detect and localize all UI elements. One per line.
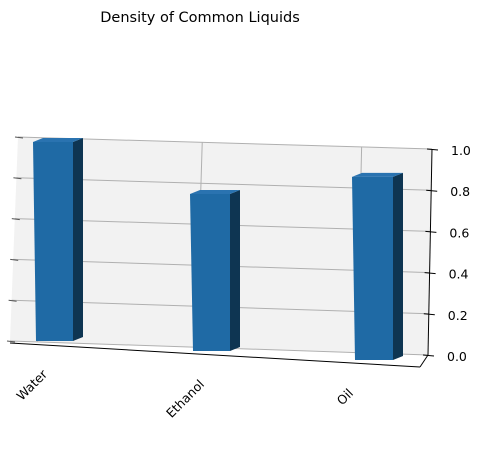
z-tick-label-2: 0.4 bbox=[449, 267, 469, 282]
bar-top-1 bbox=[190, 189, 240, 194]
z-tick-2 bbox=[424, 272, 436, 275]
bar-oil bbox=[352, 172, 403, 360]
left-edge-tick-1 bbox=[8, 299, 17, 302]
z-tick-label-0: 0.0 bbox=[447, 349, 467, 364]
left-edge-tick-4 bbox=[13, 177, 22, 180]
left-edge-tick-0 bbox=[6, 340, 16, 343]
z-tick-0 bbox=[422, 354, 435, 357]
z-axis-ticks: 0.0 0.2 0.4 0.6 0.8 1.0 bbox=[422, 143, 471, 364]
bar-front-0 bbox=[33, 142, 73, 341]
bar-top-2 bbox=[352, 172, 403, 177]
category-label-ethanol: Ethanol bbox=[163, 377, 207, 421]
bar-front-2 bbox=[352, 176, 393, 360]
axes bbox=[6, 136, 433, 368]
bar-side-0 bbox=[73, 138, 83, 341]
bar-front-1 bbox=[190, 193, 230, 351]
left-edge-tick-5 bbox=[14, 136, 24, 139]
category-label-oil: Oil bbox=[334, 386, 356, 408]
z-tick-4 bbox=[426, 189, 438, 192]
bar-side-2 bbox=[393, 172, 403, 360]
category-labels: Water Ethanol Oil bbox=[13, 366, 356, 421]
bar-ethanol bbox=[190, 189, 240, 351]
z-tick-3 bbox=[425, 230, 437, 233]
bar-side-1 bbox=[230, 189, 240, 351]
z-tick-label-3: 0.6 bbox=[449, 225, 469, 240]
z-tick-1 bbox=[423, 313, 435, 316]
left-edge-tick-2 bbox=[10, 258, 19, 261]
x-axis-line bbox=[9, 342, 421, 368]
bar-top-0 bbox=[33, 138, 83, 142]
z-tick-5 bbox=[426, 148, 439, 151]
left-edge-tick-3 bbox=[11, 218, 20, 221]
z-axis-line bbox=[427, 148, 433, 356]
category-label-water: Water bbox=[13, 366, 50, 403]
x-axis-corner bbox=[419, 354, 429, 368]
gridline-h-5 bbox=[17, 136, 433, 150]
z-tick-label-5: 1.0 bbox=[451, 143, 471, 158]
bars bbox=[33, 138, 403, 360]
z-tick-label-1: 0.2 bbox=[448, 308, 468, 323]
bar-water bbox=[33, 138, 83, 341]
chart-title: Density of Common Liquids bbox=[100, 10, 300, 26]
z-tick-label-4: 0.8 bbox=[450, 184, 470, 199]
